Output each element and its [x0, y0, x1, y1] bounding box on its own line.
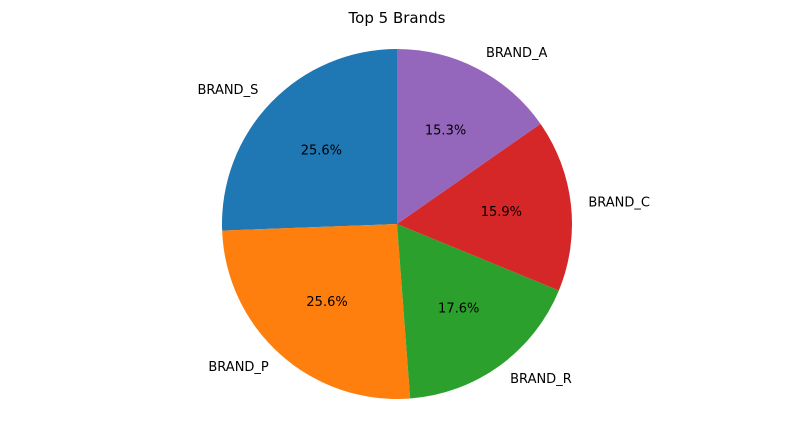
pie-slice-brand-c [397, 123, 572, 291]
pie-slice-brand-s [222, 49, 397, 231]
slice-percent-label: 25.6% [301, 144, 342, 159]
pie-slice-brand-p [222, 224, 411, 400]
slice-label: BRAND_A [486, 46, 548, 61]
slice-label: BRAND_R [510, 372, 572, 387]
slice-percent-label: 15.3% [425, 123, 466, 138]
pie-slice-brand-r [397, 224, 559, 399]
slice-label: BRAND_P [208, 360, 269, 375]
slice-percent-label: 15.9% [481, 205, 522, 220]
pie-slices [222, 48, 572, 400]
slice-percent-label: 17.6% [438, 301, 479, 316]
slice-percent-label: 25.6% [306, 295, 347, 310]
pie-labels: BRAND_S 25.6% BRAND_P 25.6% BRAND_R 17.6% BRAN… [198, 46, 650, 387]
slice-label: BRAND_C [588, 195, 650, 210]
pie-slice-brand-a [397, 48, 541, 224]
chart-title: Top 5 Brands [348, 9, 446, 27]
slice-label: BRAND_S [198, 83, 259, 98]
